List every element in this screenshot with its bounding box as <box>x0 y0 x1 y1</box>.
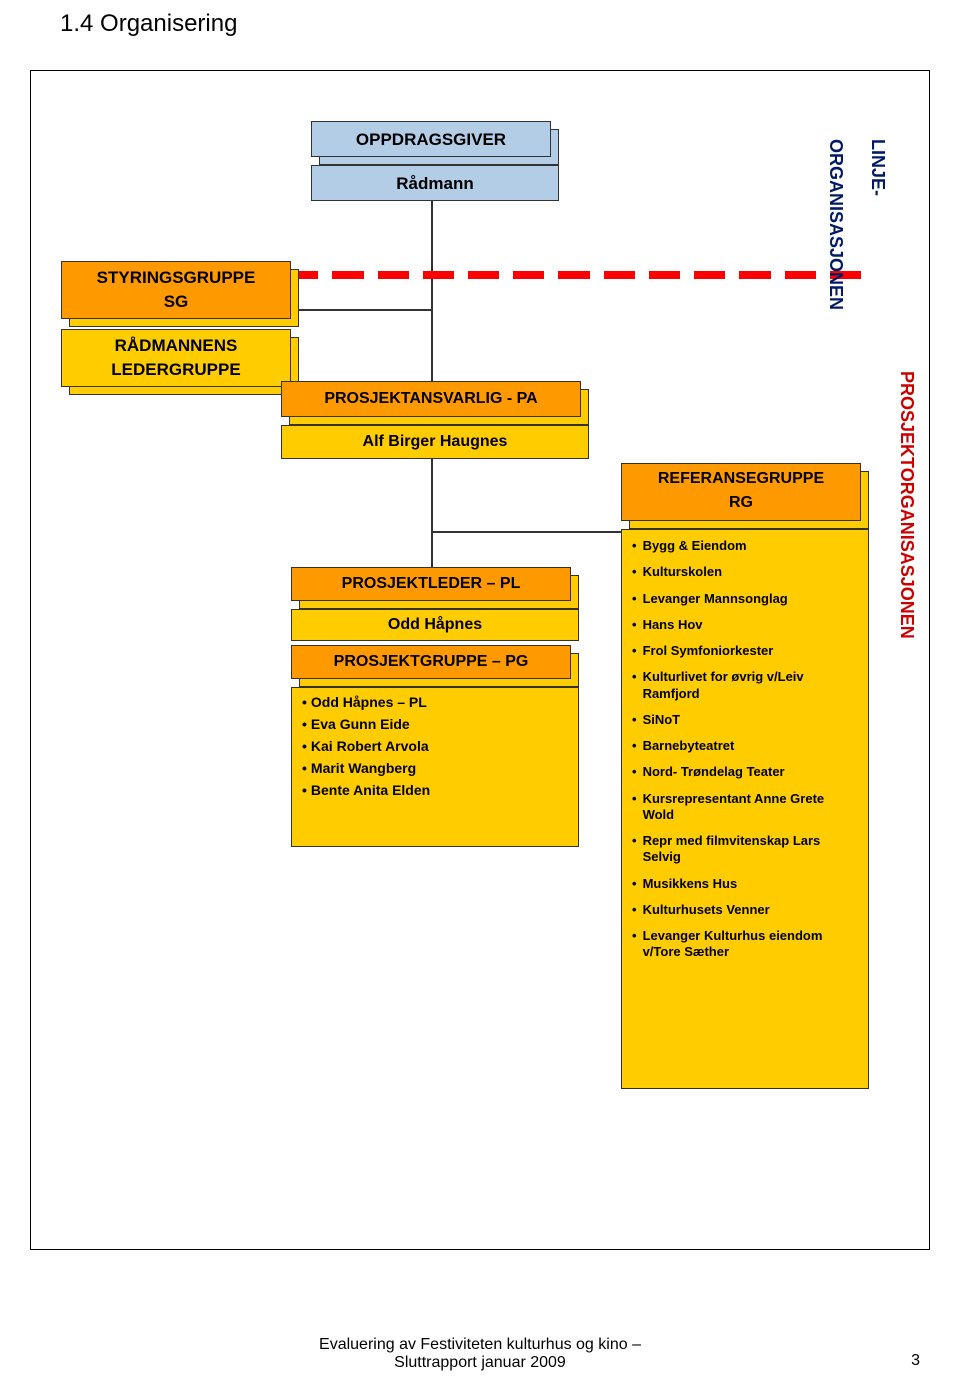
footer-line1: Evaluering av Festiviteten kulturhus og … <box>319 1336 641 1353</box>
bullet-icon: • <box>302 716 307 732</box>
page-number: 3 <box>911 1352 920 1370</box>
ref-item-label: Levanger Mannsonglag <box>643 591 788 607</box>
bullet-icon: • <box>632 791 637 807</box>
ref-item-label: Repr med filmvitenskap Lars Selvig <box>643 833 858 866</box>
ref-item-label: Kulturskolen <box>643 564 722 580</box>
pg-member-label: Odd Håpnes – PL <box>311 694 427 710</box>
linje-line2: ORGANISASJONEN <box>826 139 846 310</box>
bullet-icon: • <box>302 760 307 776</box>
section-heading: 1.4 Organisering <box>60 10 237 38</box>
oppdragsgiver-title: OPPDRAGSGIVER <box>312 130 550 150</box>
referansegruppe-sub: RG <box>622 494 860 512</box>
prosjektansvarlig-sub: Alf Birger Haugnes <box>282 433 588 451</box>
ref-item: • Barnebyteatret <box>632 738 858 754</box>
radmannens-line1: RÅDMANNENS <box>62 336 290 356</box>
ref-item: • Musikkens Hus <box>632 876 858 892</box>
org-diagram: OPPDRAGSGIVER Rådmann STYRINGSGRUPPE SG <box>31 71 929 1249</box>
ref-item-label: Kulturhusets Venner <box>643 902 770 918</box>
oppdragsgiver-box: OPPDRAGSGIVER Rådmann <box>311 121 551 201</box>
ref-item: • Repr med filmvitenskap Lars Selvig <box>632 833 858 866</box>
prosjektgruppe-members: •Odd Håpnes – PL•Eva Gunn Eide•Kai Rober… <box>291 687 579 847</box>
connector-line <box>431 459 433 569</box>
bullet-icon: • <box>632 712 637 728</box>
bullet-icon: • <box>302 782 307 798</box>
bullet-icon: • <box>632 928 637 944</box>
prosjektleder-title: PROSJEKTLEDER – PL <box>292 575 570 593</box>
ref-item: • Kulturhusets Venner <box>632 902 858 918</box>
diagram-frame: OPPDRAGSGIVER Rådmann STYRINGSGRUPPE SG <box>30 70 930 1250</box>
connector-line <box>431 201 433 381</box>
bullet-icon: • <box>302 694 307 710</box>
ref-item: • Levanger Mannsonglag <box>632 591 858 607</box>
bullet-icon: • <box>632 876 637 892</box>
ref-item-label: Frol Symfoniorkester <box>643 643 774 659</box>
bullet-icon: • <box>302 738 307 754</box>
bullet-icon: • <box>632 564 637 580</box>
bullet-icon: • <box>632 617 637 633</box>
pg-member-label: Kai Robert Arvola <box>311 738 429 754</box>
prosjektorg-label: PROSJEKTORGANISASJONEN <box>896 371 917 639</box>
pg-member: •Eva Gunn Eide <box>302 716 568 732</box>
prosjektansvarlig-title: PROSJEKTANSVARLIG - PA <box>282 390 580 408</box>
ref-item-label: Bygg & Eiendom <box>643 538 747 554</box>
connector-line <box>431 531 631 533</box>
ref-item: • Nord- Trøndelag Teater <box>632 764 858 780</box>
ref-item: • SiNoT <box>632 712 858 728</box>
ref-item: • Hans Hov <box>632 617 858 633</box>
bullet-icon: • <box>632 538 637 554</box>
ref-item: • Kulturlivet for øvrig v/Leiv Ramfjord <box>632 669 858 702</box>
connector-line <box>289 309 431 311</box>
bullet-icon: • <box>632 738 637 754</box>
footer-line2: Sluttrapport januar 2009 <box>394 1354 566 1371</box>
oppdragsgiver-sub: Rådmann <box>312 174 558 194</box>
referansegruppe-items: • Bygg & Eiendom • Kulturskolen • Levanger Ma… <box>621 529 869 1089</box>
pg-member: •Kai Robert Arvola <box>302 738 568 754</box>
ref-item-label: Kulturlivet for øvrig v/Leiv Ramfjord <box>643 669 858 702</box>
prosjektleder-sub: Odd Håpnes <box>292 616 578 634</box>
prosjektgruppe-title: PROSJEKTGRUPPE – PG <box>292 653 570 671</box>
ref-item: • Kursrepresentant Anne Grete Wold <box>632 791 858 824</box>
ref-item: • Levanger Kulturhus eiendom v/Tore Sæthe… <box>632 928 858 961</box>
bullet-icon: • <box>632 669 637 685</box>
pg-member: •Bente Anita Elden <box>302 782 568 798</box>
bullet-icon: • <box>632 902 637 918</box>
ref-item: • Bygg & Eiendom <box>632 538 858 554</box>
styringsgruppe-sub: SG <box>62 292 290 312</box>
styringsgruppe-title: STYRINGSGRUPPE <box>62 268 290 288</box>
page-footer: Evaluering av Festiviteten kulturhus og … <box>0 1336 960 1372</box>
pg-member: •Odd Håpnes – PL <box>302 694 568 710</box>
ref-item-label: SiNoT <box>643 712 681 728</box>
pg-member-label: Eva Gunn Eide <box>311 716 410 732</box>
ref-item-label: Hans Hov <box>643 617 703 633</box>
ref-item-label: Barnebyteatret <box>643 738 735 754</box>
ref-item-label: Levanger Kulturhus eiendom v/Tore Sæther <box>643 928 858 961</box>
pg-member: •Marit Wangberg <box>302 760 568 776</box>
linje-line1: LINJE- <box>868 139 888 196</box>
radmannens-line2: LEDERGRUPPE <box>62 360 290 380</box>
ref-item-label: Nord- Trøndelag Teater <box>643 764 785 780</box>
pg-member-label: Marit Wangberg <box>311 760 416 776</box>
referansegruppe-title: REFERANSEGRUPPE <box>622 470 860 488</box>
bullet-icon: • <box>632 764 637 780</box>
ref-item-label: Kursrepresentant Anne Grete Wold <box>643 791 858 824</box>
ref-item-label: Musikkens Hus <box>643 876 738 892</box>
bullet-icon: • <box>632 591 637 607</box>
pg-member-label: Bente Anita Elden <box>311 782 430 798</box>
bullet-icon: • <box>632 833 637 849</box>
ref-item: • Frol Symfoniorkester <box>632 643 858 659</box>
ref-item: • Kulturskolen <box>632 564 858 580</box>
linje-org-label: LINJE- ORGANISASJONEN <box>804 109 909 310</box>
bullet-icon: • <box>632 643 637 659</box>
